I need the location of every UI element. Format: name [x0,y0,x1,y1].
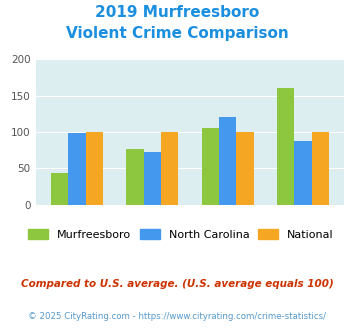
Legend: Murfreesboro, North Carolina, National: Murfreesboro, North Carolina, National [23,225,338,245]
Bar [277,88,294,205]
Bar [144,151,161,205]
Bar [236,132,253,205]
Text: Compared to U.S. average. (U.S. average equals 100): Compared to U.S. average. (U.S. average … [21,279,334,289]
Text: Violent Crime Comparison: Violent Crime Comparison [66,26,289,41]
Bar [294,141,312,205]
Bar [126,149,143,205]
Bar [51,173,68,205]
Bar [219,117,236,205]
Bar [312,132,329,205]
Bar [202,128,219,205]
Bar [161,132,178,205]
Bar [86,132,103,205]
Text: 2019 Murfreesboro: 2019 Murfreesboro [95,5,260,20]
Bar [68,133,86,205]
Text: © 2025 CityRating.com - https://www.cityrating.com/crime-statistics/: © 2025 CityRating.com - https://www.city… [28,312,327,321]
